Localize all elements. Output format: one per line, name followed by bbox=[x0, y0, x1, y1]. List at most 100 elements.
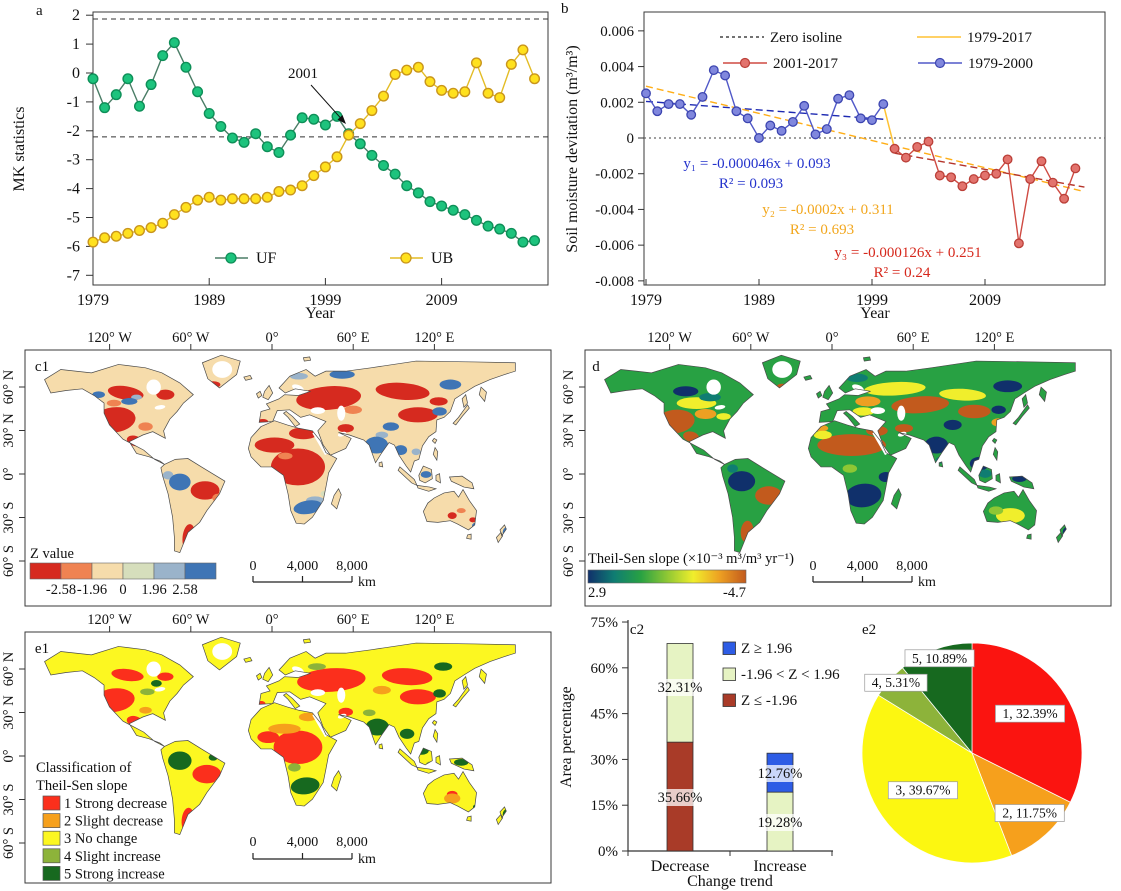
data-patch bbox=[978, 469, 992, 478]
series-point-ub bbox=[482, 87, 494, 99]
data-patch bbox=[439, 379, 462, 390]
coastline bbox=[398, 467, 417, 485]
legend-min-label: 2.9 bbox=[588, 585, 606, 601]
pie-slice-label: 5, 10.89% bbox=[912, 651, 967, 666]
series-point-uf bbox=[412, 187, 424, 199]
y-tick-label: -6 bbox=[67, 238, 80, 255]
legend-marker bbox=[400, 252, 412, 264]
data-patch bbox=[290, 777, 320, 795]
data-patch bbox=[399, 728, 415, 739]
equation-r2-text: R² = 0.24 bbox=[874, 265, 931, 281]
series-point-ub bbox=[401, 64, 413, 76]
data-patch bbox=[813, 430, 832, 440]
series-point-uf bbox=[494, 223, 506, 235]
trend-line bbox=[645, 100, 884, 120]
data-patch bbox=[864, 381, 926, 396]
lon-label: 60° E bbox=[337, 612, 370, 628]
series-point-2001-2017 bbox=[889, 143, 900, 154]
coastline bbox=[284, 411, 300, 426]
series-point-uf bbox=[482, 220, 494, 232]
data-patch bbox=[121, 398, 138, 405]
data-patch bbox=[297, 668, 366, 692]
legend-label-ub: UB bbox=[431, 250, 453, 267]
coastline bbox=[248, 703, 336, 806]
legend-label: Z ≥ 1.96 bbox=[741, 641, 793, 657]
series-point-uf bbox=[319, 119, 331, 131]
series-point-1979-2000 bbox=[754, 133, 764, 143]
series-point-uf bbox=[145, 79, 157, 91]
coastline bbox=[161, 741, 225, 835]
coastline bbox=[462, 677, 467, 690]
series-point-uf bbox=[157, 50, 169, 62]
coastline bbox=[496, 814, 502, 824]
series-point-1979-2000 bbox=[652, 106, 663, 117]
series-point-ub bbox=[517, 44, 529, 56]
data-patch bbox=[268, 723, 301, 734]
coastline bbox=[762, 355, 800, 388]
legend-swatch bbox=[122, 562, 155, 580]
coastline bbox=[808, 421, 896, 524]
data-patch bbox=[293, 500, 323, 515]
panel-d-label: d bbox=[592, 359, 600, 375]
legend-label: 1979-2000 bbox=[968, 56, 1033, 72]
series-point-uf bbox=[424, 196, 436, 208]
bar-label-bg bbox=[753, 814, 807, 831]
series-point-uf bbox=[133, 100, 145, 112]
series-point-uf bbox=[180, 61, 192, 73]
series-point-2001-2017 bbox=[900, 152, 911, 163]
lat-label: 0° bbox=[1, 467, 17, 480]
series-point-1979-2000 bbox=[731, 106, 742, 117]
water-body bbox=[154, 687, 166, 692]
series-point-2001-2017 bbox=[1025, 174, 1036, 185]
data-patch bbox=[111, 668, 144, 682]
series-point-1979-2000 bbox=[799, 100, 810, 111]
legend-swatch bbox=[91, 562, 124, 580]
coastline bbox=[259, 643, 515, 754]
series-point-2001-2017 bbox=[934, 170, 945, 181]
bar-label-bg bbox=[753, 765, 807, 782]
series-point-ub bbox=[529, 73, 541, 85]
data-patch bbox=[845, 483, 882, 508]
category-label: Increase bbox=[753, 858, 806, 875]
data-patch bbox=[453, 759, 469, 766]
data-patch bbox=[716, 413, 731, 420]
data-patch bbox=[993, 380, 1023, 393]
y-tick-label: -0.004 bbox=[595, 202, 634, 218]
data-patch bbox=[307, 663, 326, 670]
equation-text: y₁ = -0.000046x + 0.093 bbox=[683, 156, 830, 172]
series-point-1979-2000 bbox=[686, 109, 697, 120]
series-point-ub bbox=[378, 90, 390, 102]
legend-title-line: Theil-Sen slope bbox=[36, 778, 127, 794]
lon-label: 120° W bbox=[87, 612, 132, 628]
coastline bbox=[202, 355, 240, 388]
coastline bbox=[1060, 525, 1066, 536]
water-body bbox=[146, 661, 161, 677]
y-tick-label: 30% bbox=[591, 752, 619, 768]
legend-swatch bbox=[60, 562, 93, 580]
scalebar-label: 4,000 bbox=[287, 559, 319, 574]
series-point-ub bbox=[261, 191, 273, 203]
data-patch bbox=[699, 393, 721, 402]
legend-swatch bbox=[42, 813, 61, 828]
series-point-uf bbox=[192, 86, 204, 98]
series-point-ub bbox=[447, 87, 459, 99]
legend-title-line: Classification of bbox=[36, 760, 132, 776]
water-body bbox=[714, 405, 726, 410]
pie-label-box bbox=[864, 673, 928, 692]
series-point-2001-2017 bbox=[1070, 163, 1081, 174]
lat-label: 60° N bbox=[561, 369, 577, 404]
series-line-1979-2000 bbox=[645, 69, 884, 140]
water-body bbox=[212, 643, 233, 660]
data-patch bbox=[138, 422, 153, 431]
data-patch bbox=[727, 464, 739, 473]
water-body bbox=[337, 405, 346, 421]
panel-b-xlabel: Year bbox=[860, 305, 890, 322]
x-tick-label: 1999 bbox=[309, 292, 341, 309]
lat-label: 30° S bbox=[1, 502, 17, 534]
y-tick-label: 0.004 bbox=[600, 60, 634, 76]
bar-segment-label: 12.76% bbox=[758, 766, 803, 782]
pie-label-box bbox=[995, 704, 1065, 723]
y-tick-label: 15% bbox=[591, 798, 619, 814]
series-point-uf bbox=[110, 89, 122, 101]
